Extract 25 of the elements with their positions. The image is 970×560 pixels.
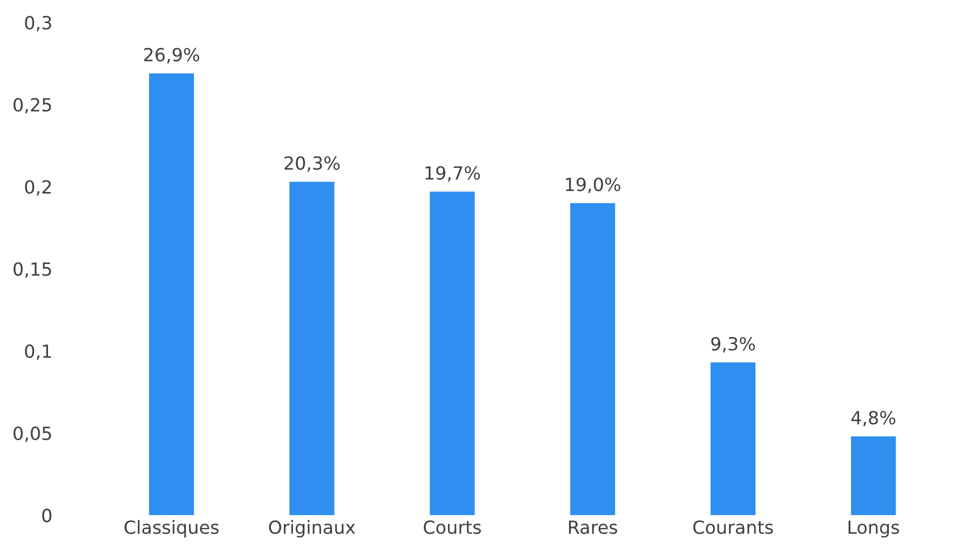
y-tick-label: 0,3	[25, 16, 52, 32]
x-tick-label: Courts	[424, 520, 481, 534]
data-label: 4,8%	[851, 410, 896, 426]
data-label: 26,9%	[144, 48, 200, 64]
bar	[149, 73, 194, 516]
x-tick-label: Courants	[693, 520, 773, 534]
data-label: 19,0%	[566, 178, 620, 194]
x-tick-label: Originaux	[269, 520, 356, 538]
y-tick-label: 0,15	[14, 262, 51, 278]
bar	[430, 192, 475, 516]
data-label: 20,3%	[284, 156, 340, 172]
bar	[850, 436, 896, 516]
x-tick-label: Classiques	[124, 520, 219, 538]
bar	[710, 362, 756, 516]
bar	[289, 182, 334, 516]
data-label: 19,7%	[426, 166, 480, 182]
y-tick-label: 0	[42, 508, 52, 522]
x-tick-label: Rares	[569, 520, 618, 534]
data-label: 9,3%	[711, 336, 755, 352]
y-tick-label: 0,1	[25, 344, 51, 360]
y-tick-label: 0,25	[14, 98, 51, 114]
x-tick-label: Longs	[848, 520, 900, 538]
bar	[570, 203, 616, 516]
y-tick-label: 0,2	[25, 180, 51, 196]
y-tick-label: 0,05	[14, 426, 51, 442]
